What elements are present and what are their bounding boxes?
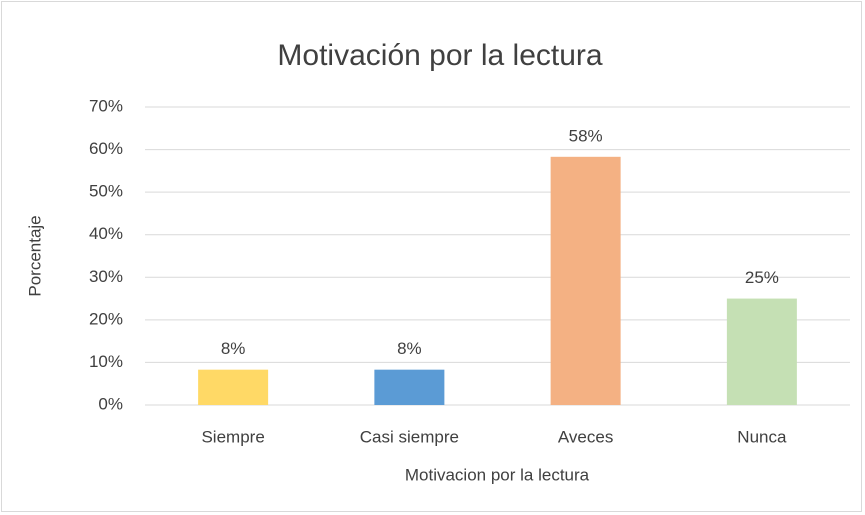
y-tick-label: 40% [89, 224, 123, 243]
y-tick-label: 70% [89, 96, 123, 115]
x-tick-label: Siempre [201, 427, 264, 446]
y-tick-label: 10% [89, 352, 123, 371]
x-tick-label: Aveces [558, 427, 613, 446]
data-label: 58% [569, 126, 603, 145]
x-tick-label: Casi siempre [360, 427, 459, 446]
y-tick-label: 0% [98, 394, 123, 413]
x-tick-label: Nunca [737, 427, 787, 446]
chart-title: Motivación por la lectura [277, 39, 602, 72]
bar [374, 369, 445, 405]
y-tick-label: 60% [89, 139, 123, 158]
data-label: 8% [221, 339, 246, 358]
y-tick-label: 50% [89, 182, 123, 201]
bar [550, 156, 621, 405]
bar [198, 369, 269, 405]
y-tick-label: 30% [89, 267, 123, 286]
bar [726, 298, 797, 405]
y-tick-label: 20% [89, 309, 123, 328]
x-axis-label: Motivacion por la lectura [405, 465, 590, 484]
data-label: 8% [397, 339, 422, 358]
data-label: 25% [745, 268, 779, 287]
y-axis-label: Porcentaje [25, 215, 44, 296]
